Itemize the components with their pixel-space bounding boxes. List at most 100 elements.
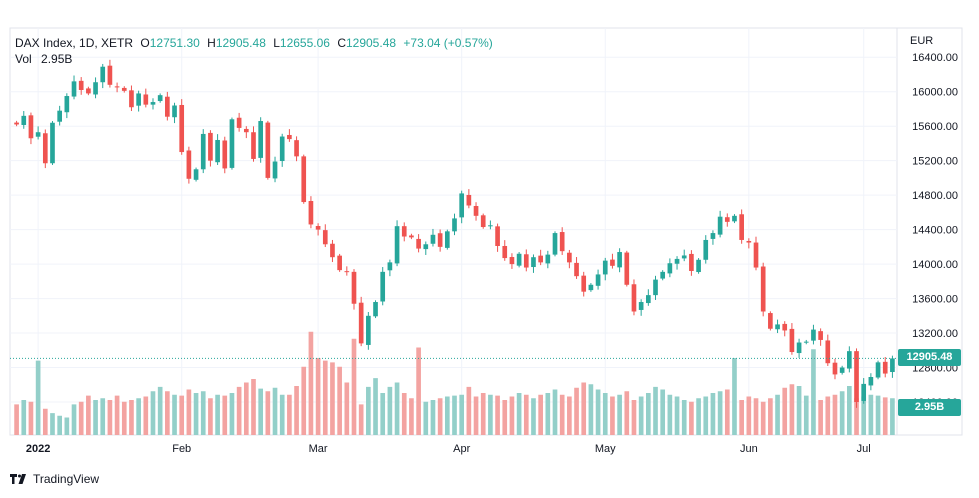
volume-bar bbox=[875, 395, 881, 435]
volume-bar bbox=[437, 398, 443, 435]
volume-bar bbox=[222, 395, 228, 435]
candle-body bbox=[459, 193, 465, 218]
candle-body bbox=[380, 271, 386, 302]
candle-body bbox=[531, 257, 536, 268]
volume-bar bbox=[645, 393, 651, 435]
candle-body bbox=[430, 234, 436, 244]
candle-body bbox=[847, 351, 852, 369]
x-tick-label: Jul bbox=[857, 443, 871, 455]
volume-bar bbox=[193, 393, 199, 435]
candle-body bbox=[753, 242, 759, 268]
volume-bar bbox=[322, 360, 328, 435]
candle-body bbox=[373, 302, 378, 317]
volume-bar bbox=[832, 394, 838, 435]
candle-body bbox=[143, 94, 149, 105]
candle-body bbox=[480, 215, 486, 228]
candle-body bbox=[121, 87, 127, 91]
candle-body bbox=[287, 134, 292, 140]
volume-bar bbox=[739, 400, 744, 435]
x-tick-label: Apr bbox=[453, 443, 470, 455]
x-tick-label: 2022 bbox=[26, 443, 50, 455]
candle-body bbox=[574, 262, 579, 277]
candle-body bbox=[638, 302, 644, 310]
candle-body bbox=[78, 80, 84, 90]
volume-bar bbox=[746, 396, 752, 435]
candle-body bbox=[538, 255, 543, 263]
volume-bar bbox=[409, 398, 414, 435]
candle-body bbox=[488, 225, 493, 227]
volume-bar bbox=[473, 396, 479, 435]
volume-bar bbox=[825, 396, 831, 435]
candle-body bbox=[567, 252, 572, 263]
volume-bar bbox=[466, 386, 472, 435]
volume-bar bbox=[768, 398, 773, 435]
volume-bar bbox=[330, 362, 335, 435]
candle-body bbox=[617, 252, 622, 268]
candle-body bbox=[179, 104, 185, 153]
candle-body bbox=[452, 218, 457, 232]
candle-body bbox=[696, 259, 701, 273]
candle-body bbox=[236, 117, 242, 128]
candle-body bbox=[890, 358, 895, 373]
candle-body bbox=[401, 226, 407, 237]
candle-body bbox=[602, 260, 608, 275]
candle-body bbox=[796, 342, 802, 354]
candle-body bbox=[875, 362, 881, 378]
candle-body bbox=[279, 136, 285, 162]
candle-body bbox=[466, 194, 472, 206]
volume-bar bbox=[775, 394, 780, 435]
volume-bar bbox=[337, 366, 342, 435]
candle-body bbox=[882, 361, 888, 374]
y-tick-label: 14800.00 bbox=[912, 190, 958, 202]
volume-bar bbox=[689, 401, 694, 435]
candle-body bbox=[768, 313, 773, 329]
volume-bar bbox=[667, 394, 673, 435]
volume-bar bbox=[57, 415, 62, 435]
volume-bar bbox=[416, 347, 421, 435]
volume-bar bbox=[179, 395, 185, 435]
candle-body bbox=[42, 133, 48, 164]
high-label: H bbox=[207, 36, 216, 50]
volume-bar bbox=[287, 394, 292, 435]
volume-bar bbox=[100, 398, 106, 435]
volume-bar bbox=[459, 394, 465, 435]
volume-bar bbox=[732, 358, 737, 435]
last-price-tag: 12905.48 bbox=[898, 349, 961, 366]
y-tick-label: 15200.00 bbox=[912, 156, 958, 168]
candle-body bbox=[437, 233, 443, 247]
candle-body bbox=[409, 235, 414, 238]
candle-body bbox=[746, 240, 752, 243]
candle-body bbox=[660, 271, 666, 279]
candle-body bbox=[86, 88, 91, 94]
candle-body bbox=[50, 122, 55, 164]
candle-body bbox=[674, 258, 680, 264]
candle-body bbox=[552, 233, 558, 255]
tradingview-branding[interactable]: TradingView bbox=[10, 472, 99, 486]
candle-body bbox=[200, 133, 206, 170]
volume-bar bbox=[315, 358, 321, 435]
candle-body bbox=[114, 86, 120, 88]
candle-body bbox=[21, 115, 27, 125]
volume-bar bbox=[523, 394, 529, 435]
candle-body bbox=[703, 239, 709, 260]
x-tick-label: May bbox=[595, 443, 616, 455]
y-tick-label: 14400.00 bbox=[912, 225, 958, 237]
volume-bar bbox=[265, 391, 271, 435]
volume-bar bbox=[373, 378, 378, 435]
volume-bar bbox=[868, 394, 874, 435]
candle-body bbox=[588, 284, 594, 291]
volume-bar bbox=[595, 389, 601, 435]
volume-bar bbox=[294, 386, 299, 435]
volume-bar bbox=[495, 395, 500, 435]
candle-body bbox=[129, 90, 134, 108]
volume-bar bbox=[358, 404, 364, 435]
volume-bar bbox=[617, 394, 622, 435]
volume-bar bbox=[21, 400, 27, 435]
volume-bar bbox=[552, 389, 558, 435]
candle-body bbox=[64, 96, 70, 113]
x-tick-label: Mar bbox=[309, 443, 328, 455]
close-label: C bbox=[337, 36, 346, 50]
volume-bar bbox=[208, 398, 213, 435]
open-label: O bbox=[140, 36, 150, 50]
